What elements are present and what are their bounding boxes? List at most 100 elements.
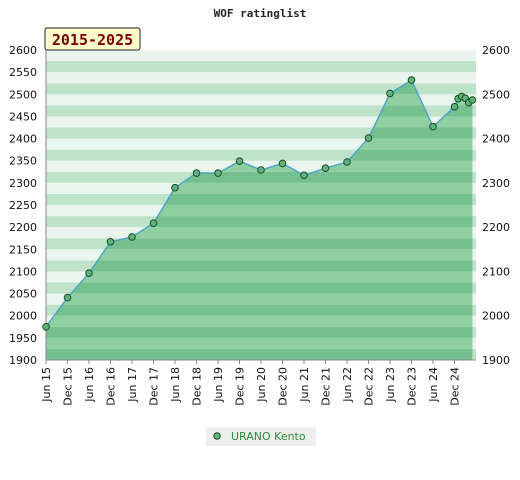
y-tick-label: 2200 [9, 221, 37, 234]
data-point [63, 293, 72, 302]
data-point [106, 238, 115, 246]
data-point [364, 134, 373, 142]
y-tick-label: 1950 [9, 332, 37, 345]
data-point [468, 96, 477, 104]
bg-band [46, 127, 476, 139]
bg-band [46, 149, 476, 161]
x-tick-label: Jun 21 [298, 367, 311, 403]
fill-band [46, 326, 473, 338]
fill-band [46, 205, 473, 217]
data-point [171, 183, 179, 192]
data-point [192, 169, 201, 177]
fill-band [46, 193, 473, 205]
x-tick-label: Dec 20 [277, 367, 290, 406]
y-tick-label: 2400 [9, 133, 37, 146]
x-tick-label: Dec 18 [191, 367, 204, 406]
bg-band [46, 61, 476, 73]
y-tick-label-right: 2100 [482, 265, 510, 278]
legend-marker [213, 432, 221, 440]
y-tick-label: 2350 [9, 155, 37, 168]
bg-band [46, 94, 476, 106]
data-point [321, 164, 330, 172]
x-tick-label: Jun 18 [169, 367, 182, 403]
chart-title: WOF ratinglist [214, 7, 307, 20]
data-point [42, 323, 50, 331]
x-axis: Jun 15 Dec 15 Jun 16 Dec 16 Jun 17 Dec 17 Jun … [40, 360, 462, 406]
y-tick-label-right: 2000 [482, 310, 510, 323]
y-tick-label: 2150 [9, 243, 37, 256]
data-point [300, 171, 308, 180]
x-tick-label: Dec 15 [62, 367, 75, 406]
x-tick-label: Dec 17 [148, 367, 161, 406]
y-tick-label: 2000 [9, 310, 37, 323]
fill-band [46, 348, 473, 360]
fill-band [46, 249, 473, 261]
fill-band [46, 260, 473, 272]
y-axis-right: 1900 2000 2100 2200 2300 2400 2500 2600 [482, 44, 510, 367]
x-tick-label: Dec 22 [363, 367, 376, 406]
data-point [128, 233, 136, 241]
y-tick-label: 2300 [9, 177, 37, 190]
data-point [235, 157, 244, 165]
bg-band [46, 116, 476, 128]
fill-band [46, 315, 473, 327]
x-tick-label: Jun 22 [341, 367, 354, 403]
y-tick-label-right: 1900 [482, 354, 510, 367]
y-tick-label: 2450 [9, 110, 37, 123]
fill-band [46, 337, 473, 349]
x-tick-label: Dec 23 [406, 367, 419, 406]
fill-band [46, 293, 473, 305]
y-tick-label-right: 2300 [482, 177, 510, 190]
data-point [343, 158, 351, 166]
fill-band [46, 182, 473, 194]
data-point [149, 219, 158, 227]
y-tick-label-right: 2200 [482, 221, 510, 234]
bg-band [46, 105, 476, 117]
data-point [214, 169, 222, 177]
y-tick-label: 2600 [9, 44, 37, 57]
data-point [407, 76, 416, 84]
legend-label: URANO Kento [231, 430, 306, 443]
y-tick-label: 2250 [9, 199, 37, 212]
x-tick-label: Jun 19 [212, 367, 225, 403]
x-tick-label: Jun 20 [255, 367, 268, 403]
y-tick-label-right: 2400 [482, 133, 510, 146]
x-tick-label: Dec 16 [105, 367, 118, 406]
data-point [278, 159, 287, 168]
y-tick-label: 2550 [9, 66, 37, 79]
y-tick-label: 1900 [9, 354, 37, 367]
x-tick-label: Jun 24 [427, 367, 440, 403]
data-point [85, 269, 93, 278]
x-tick-label: Dec 21 [320, 367, 333, 406]
fill-band [46, 304, 473, 316]
y-tick-label: 2050 [9, 288, 37, 301]
fill-band [46, 171, 473, 183]
x-tick-label: Dec 24 [449, 367, 462, 406]
bg-band [46, 72, 476, 84]
y-tick-label-right: 2600 [482, 44, 510, 57]
data-point [429, 122, 437, 131]
y-tick-label: 2500 [9, 88, 37, 101]
bg-band [46, 138, 476, 150]
y-tick-label-right: 2500 [482, 88, 510, 101]
fill-band [46, 271, 473, 283]
fill-band [46, 238, 473, 250]
data-point [386, 89, 394, 98]
x-tick-label: Dec 19 [234, 367, 247, 406]
legend: URANO Kento [206, 427, 316, 446]
fill-band [46, 282, 473, 294]
bg-band [46, 83, 476, 95]
bg-band [46, 50, 476, 62]
fill-band [46, 216, 473, 228]
data-point [450, 102, 459, 111]
plot-area [42, 50, 477, 361]
x-tick-label: Jun 23 [384, 367, 397, 403]
y-tick-label: 2100 [9, 265, 37, 278]
period-label: 2015-2025 [52, 31, 133, 49]
x-tick-label: Jun 15 [40, 367, 53, 403]
x-tick-label: Jun 16 [83, 367, 96, 403]
data-point [257, 166, 265, 174]
period-badge: 2015-2025 [44, 27, 141, 51]
y-axis-left: 1900 1950 2000 2050 2100 2150 2200 2250 2300 2350… [9, 44, 37, 367]
